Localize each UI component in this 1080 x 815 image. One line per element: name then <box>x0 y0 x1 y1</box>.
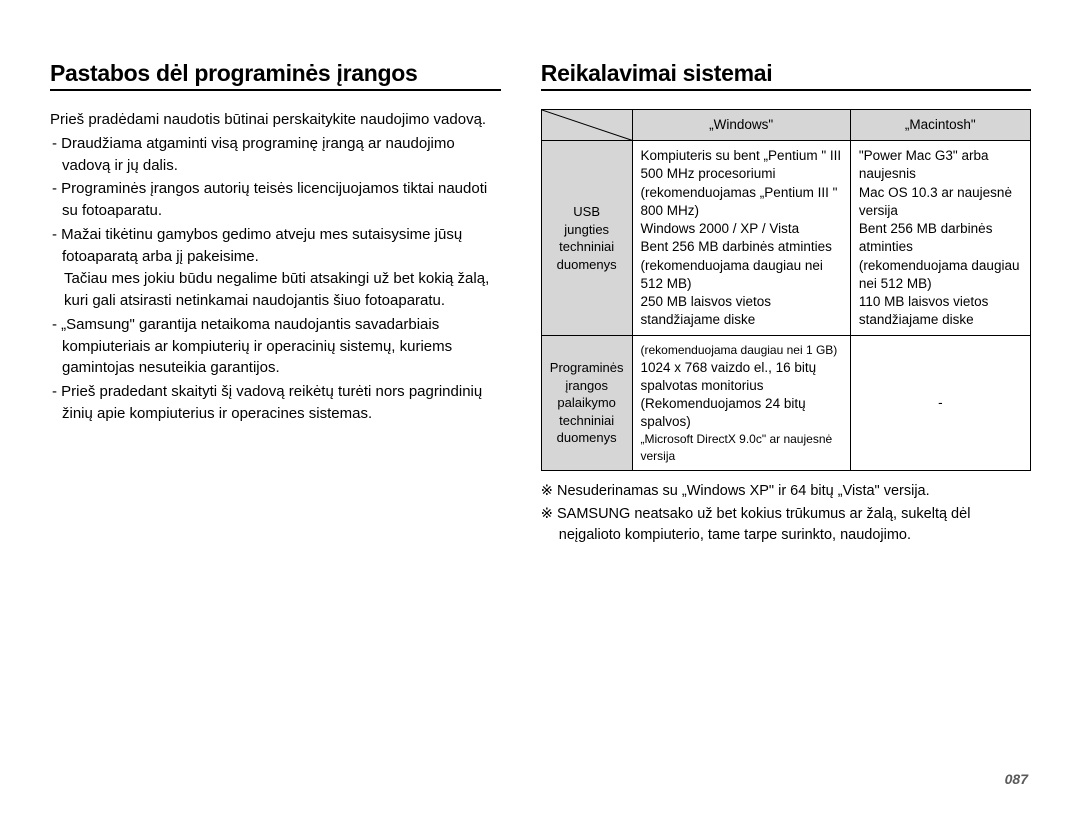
col-mac: „Macintosh" <box>850 110 1030 141</box>
footnotes: ※ Nesuderinamas su „Windows XP" ir 64 bi… <box>541 481 1031 546</box>
requirements-table: „Windows" „Macintosh" USB jungties techn… <box>541 109 1031 471</box>
row2-win-mid: 1024 x 768 vaizdo el., 16 bitų spalvotas… <box>641 359 842 432</box>
bullet-item: - „Samsung" garantija netaikoma naudojan… <box>50 314 501 379</box>
row2-label: Programinės įrangos palaikymo techniniai… <box>541 336 632 470</box>
right-heading: Reikalavimai sistemai <box>541 60 1031 91</box>
left-heading: Pastabos dėl programinės įrangos <box>50 60 501 91</box>
row1-label: USB jungties techniniai duomenys <box>541 141 632 336</box>
bullet-item: - Draudžiama atgaminti visą programinę į… <box>50 133 501 177</box>
row1-windows: Kompiuteris su bent „Pentium " III 500 M… <box>632 141 850 336</box>
row2-win-small2: „Microsoft DirectX 9.0c" ar naujesnė ver… <box>641 431 842 463</box>
bullet-item: - Prieš pradedant skaityti šį vadovą rei… <box>50 381 501 425</box>
col-windows: „Windows" <box>632 110 850 141</box>
footnote: ※ Nesuderinamas su „Windows XP" ir 64 bi… <box>541 481 1031 502</box>
bullet-sub: Tačiau mes jokiu būdu negalime būti atsa… <box>50 268 501 312</box>
row2-mac: - <box>850 336 1030 470</box>
bullet-item: - Programinės įrangos autorių teisės lic… <box>50 178 501 222</box>
bullet-item: - Mažai tikėtinu gamybos gedimo atveju m… <box>50 224 501 268</box>
row2-win-small1: (rekomenduojama daugiau nei 1 GB) <box>641 342 842 358</box>
footnote: ※ SAMSUNG neatsako už bet kokius trūkumu… <box>541 504 1031 546</box>
row1-mac: "Power Mac G3" arba naujesnis Mac OS 10.… <box>850 141 1030 336</box>
left-intro: Prieš pradėdami naudotis būtinai perskai… <box>50 109 501 131</box>
table-corner <box>541 110 632 141</box>
page-number: 087 <box>1005 771 1028 787</box>
row2-windows: (rekomenduojama daugiau nei 1 GB) 1024 x… <box>632 336 850 470</box>
left-bullets: - Draudžiama atgaminti visą programinę į… <box>50 133 501 425</box>
